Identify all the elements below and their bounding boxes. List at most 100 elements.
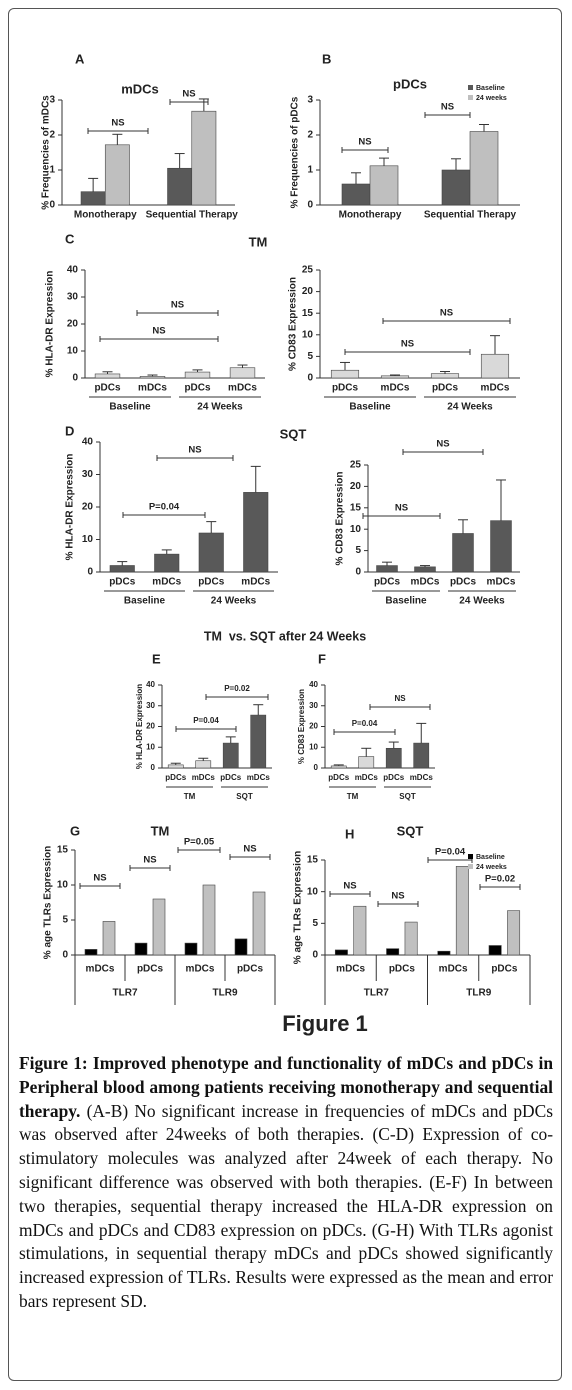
bar [134,942,148,956]
x-tick-label: pDCs [328,773,349,782]
bar [243,492,269,573]
error-bar [420,565,430,567]
bar [385,747,402,769]
group-label: 24 Weeks [459,596,505,607]
annotation: NS [111,118,124,129]
bar [330,765,347,769]
section-title: SQT [280,426,307,441]
y-tick-label: 0 [151,763,156,772]
y-tick-label: 20 [82,502,94,513]
y-tick-label: 5 [312,918,318,929]
chart-title: SQT [397,823,424,838]
x-tick-label: pDCs [383,773,404,782]
y-tick-label: 25 [302,265,314,276]
legend-label: Baseline [476,85,505,92]
error-bar [253,704,264,716]
annotation: NS [171,300,184,311]
group-label: 24 Weeks [447,402,493,413]
y-tick-label: 20 [309,722,318,731]
bar [414,566,436,573]
x-tick-label: mDCs [228,383,257,394]
group-label: TLR9 [466,988,491,999]
panel-letter: B [322,51,331,66]
error-bar [382,561,392,566]
error-bar [174,153,185,169]
y-tick-label: 30 [67,292,79,303]
x-tick-label: pDCs [137,964,164,975]
x-tick-label: mDCs [241,577,270,588]
group-label: 24 Weeks [211,596,257,607]
x-tick-label: Monotherapy [339,210,402,221]
y-tick-label: 15 [307,855,319,866]
y-tick-label: 3 [307,95,313,106]
caption: Figure 1: Improved phenotype and functio… [19,1052,553,1314]
bar [376,565,398,573]
bar [84,949,98,956]
chart-title: mDCs [121,81,159,96]
error-bar [88,177,99,192]
error-bar [451,158,461,170]
error-bar [102,371,113,374]
y-tick-label: 10 [309,742,318,751]
group-label: 24 Weeks [197,402,243,413]
y-axis-label: % Frequencies of pDCs [290,96,301,208]
bar [195,760,212,769]
bar [353,905,367,956]
annotation: NS [152,326,165,337]
y-tick-label: 25 [350,460,362,471]
annotation: NS [182,89,195,100]
bar [250,714,267,769]
bar [488,945,502,956]
x-tick-label: mDCs [192,773,216,782]
bar [413,742,430,769]
legend-swatch [468,95,473,100]
x-tick-label: pDCs [450,577,477,588]
bar [455,866,469,956]
error-bar [361,747,372,757]
error-bar [117,561,128,566]
annotation: NS [394,694,406,703]
x-tick-label: mDCs [138,383,167,394]
legend-label: 24 weeks [476,864,507,871]
annotation: P=0.05 [184,837,215,848]
group-label: Baseline [124,596,166,607]
x-tick-label: pDCs [237,964,264,975]
caption-title: Figure 1: Improved phenotype and functio… [19,1053,553,1121]
y-tick-label: 15 [302,308,314,319]
x-tick-label: mDCs [381,383,410,394]
bar [198,532,224,573]
error-bar [479,124,489,132]
y-axis-label: % HLA-DR Expression [135,684,144,769]
y-tick-label: 3 [49,95,55,106]
y-tick-label: 30 [146,701,155,710]
error-bar [388,741,399,749]
annotation: P=0.04 [193,716,219,725]
annotation: NS [440,308,453,319]
y-axis-label: % age TLRs Expression [293,851,304,964]
y-tick-label: 30 [309,701,318,710]
bar [430,373,460,379]
error-bar [206,521,217,533]
y-tick-label: 1 [307,165,313,176]
y-tick-label: 20 [302,286,314,297]
group-label: SQT [399,792,416,801]
bar [480,353,510,379]
x-tick-label: mDCs [86,964,115,975]
bar [441,169,471,206]
y-tick-label: 2 [307,130,313,141]
x-tick-label: Monotherapy [74,210,137,221]
annotation: P=0.04 [435,847,466,858]
figure: TM SQT TM vs. SQT after 24 Weeks Figure … [41,51,531,1036]
annotation: P=0.02 [224,684,250,693]
group-label: TLR9 [213,988,238,999]
bar [222,742,239,769]
panel-letter: E [152,651,161,666]
error-bar [237,364,248,368]
bar [252,891,266,956]
y-axis-label: % age TLRs Expression [43,846,54,959]
x-tick-label: pDCs [94,383,121,394]
group-label: Baseline [385,596,427,607]
bar [452,533,474,573]
bar [104,144,130,206]
y-tick-label: 0 [312,950,318,961]
